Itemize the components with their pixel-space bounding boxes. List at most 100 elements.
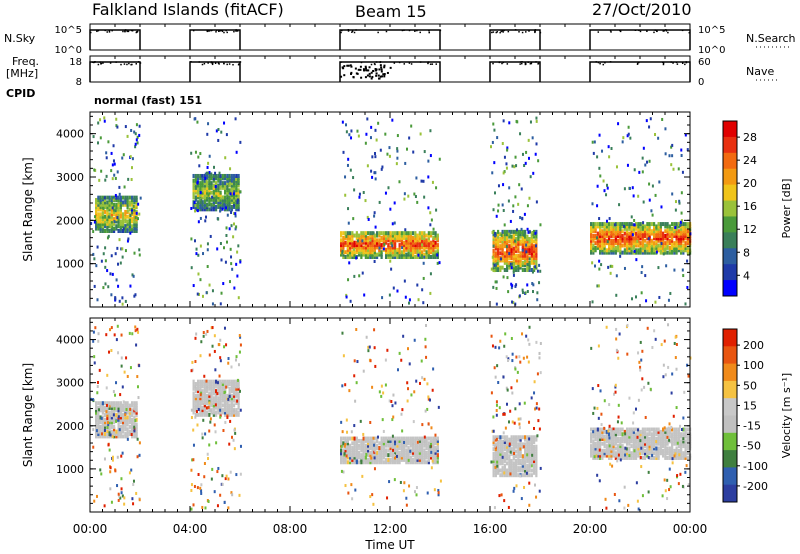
power-cell (135, 229, 138, 233)
velocity-cell (340, 441, 343, 446)
power-cell (608, 231, 611, 236)
power-speckle (190, 237, 193, 241)
velocity-cell (632, 429, 635, 434)
velocity-cell (434, 457, 437, 462)
power-speckle (370, 125, 373, 129)
velocity-cell (226, 393, 229, 398)
power-speckle (647, 237, 650, 241)
velocity-cell (508, 470, 511, 475)
velocity-cell (235, 386, 238, 391)
power-speckle (105, 151, 108, 155)
nsky-sample (97, 29, 100, 32)
power-speckle (615, 274, 618, 278)
power-speckle (528, 196, 531, 200)
velocity-cell (416, 457, 419, 462)
power-cell (212, 178, 215, 183)
power-cell (677, 224, 680, 229)
power-speckle (119, 261, 122, 265)
power-speckle (608, 217, 611, 221)
power-cell (101, 219, 104, 224)
power-speckle (591, 140, 594, 144)
velocity-cell (623, 434, 626, 439)
velocity-cell (628, 441, 631, 446)
power-cell (412, 238, 415, 243)
velocity-speckle (367, 345, 370, 349)
velocity-speckle (384, 383, 387, 387)
power-speckle (190, 266, 193, 270)
velocity-cell (499, 447, 502, 452)
power-cell (521, 234, 524, 239)
velocity-cell (221, 386, 224, 391)
power-speckle (511, 262, 514, 266)
power-cell (230, 193, 233, 198)
power-cell (387, 245, 390, 250)
velocity-cell (358, 460, 361, 465)
velocity-cell (113, 403, 116, 408)
power-cell (515, 232, 518, 237)
power-cell (391, 255, 394, 259)
velocity-cell (400, 441, 403, 446)
power-speckle (205, 171, 208, 175)
velocity-cell (382, 448, 385, 453)
power-cell (351, 243, 354, 248)
power-cell (666, 243, 669, 248)
power-cell (385, 255, 388, 259)
power-cell (677, 229, 680, 234)
power-cell (521, 244, 524, 249)
power-cell (521, 260, 524, 265)
velocity-cell (221, 391, 224, 396)
power-cell (230, 176, 233, 181)
power-cell (671, 222, 674, 227)
power-cell (599, 226, 602, 231)
power-cell (596, 245, 599, 250)
velocity-cell (423, 460, 426, 465)
velocity-cell (113, 429, 116, 434)
power-cell (233, 195, 236, 200)
power-cell (215, 181, 218, 186)
power-cell (349, 235, 352, 240)
velocity-cell (521, 468, 524, 473)
velocity-cell (380, 446, 383, 451)
power-cell (416, 250, 419, 255)
velocity-cell (662, 434, 665, 439)
power-speckle (381, 165, 384, 169)
velocity-cell (617, 448, 620, 453)
power-cell (427, 235, 430, 240)
power-cell (99, 195, 102, 200)
power-cell (506, 251, 509, 256)
power-speckle (500, 257, 503, 261)
velocity-speckle (437, 488, 440, 492)
power-cell (680, 243, 683, 248)
velocity-cell (117, 417, 120, 422)
power-cell (682, 224, 685, 229)
velocity-cell (608, 446, 611, 451)
velocity-cell (362, 443, 365, 448)
power-cell (122, 212, 125, 217)
power-cell (226, 200, 229, 205)
velocity-cell (671, 432, 674, 437)
power-speckle (206, 242, 209, 246)
velocity-cell (117, 429, 120, 434)
velocity-cell (519, 440, 522, 445)
power-speckle (427, 159, 430, 163)
velocity-speckle (112, 413, 115, 417)
velocity-cell (203, 393, 206, 398)
power-cell (533, 268, 536, 272)
power-speckle (514, 195, 517, 199)
velocity-cell (208, 382, 211, 387)
velocity-cell (510, 461, 513, 466)
power-cell (594, 224, 597, 229)
power-cell (412, 240, 415, 245)
power-cell (512, 251, 515, 256)
power-cell (610, 233, 613, 238)
velocity-cell (409, 436, 412, 441)
power-cell (364, 231, 367, 236)
velocity-cell (530, 461, 533, 466)
velocity-cell (226, 405, 229, 410)
power-cell (219, 195, 222, 200)
power-cell (614, 236, 617, 241)
velocity-cell (677, 444, 680, 449)
freq-dot (383, 64, 386, 67)
velocity-cell (614, 455, 617, 460)
